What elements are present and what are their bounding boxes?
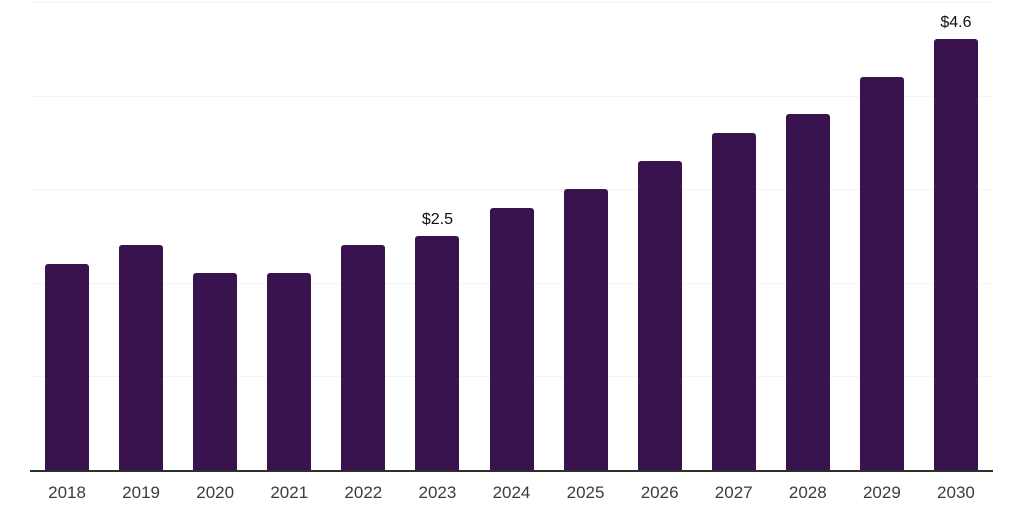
x-tick-label-2018: 2018 [48,483,86,502]
x-tick-label-2026: 2026 [640,483,679,502]
x-tick-label-2021: 2021 [270,483,309,502]
x-tick-label-2027: 2027 [714,483,753,502]
bar-2019[interactable] [119,245,164,470]
bar-value-label-2030: $4.6 [940,14,972,32]
gridline [30,2,993,3]
bar-2018[interactable] [45,264,90,470]
x-tick-label-2022: 2022 [344,483,383,502]
bar-2020[interactable] [193,273,238,470]
x-tick-label-2019: 2019 [122,483,160,502]
bar-2030[interactable] [933,39,978,470]
gridline [30,95,993,97]
x-tick-label-2024: 2024 [492,483,531,502]
bar-2022[interactable] [341,245,386,470]
bar-2023[interactable] [415,236,460,470]
x-axis-line [30,470,993,472]
bar-2028[interactable] [785,114,830,470]
gridline [30,189,993,191]
bar-2029[interactable] [859,76,904,470]
bar-2021[interactable] [267,273,312,470]
x-tick-label-2023: 2023 [418,483,457,502]
x-tick-label-2020: 2020 [196,483,235,502]
bar-2025[interactable] [563,189,608,470]
x-tick-label-2025: 2025 [566,483,605,502]
bar-2027[interactable] [711,133,756,470]
bar-2026[interactable] [637,161,682,470]
bar-2024[interactable] [489,207,534,470]
x-tick-label-2028: 2028 [788,483,827,502]
x-tick-label-2029: 2029 [862,483,901,502]
x-tick-label-2030: 2030 [937,483,975,502]
bar-value-label-2023: $2.5 [421,211,453,228]
